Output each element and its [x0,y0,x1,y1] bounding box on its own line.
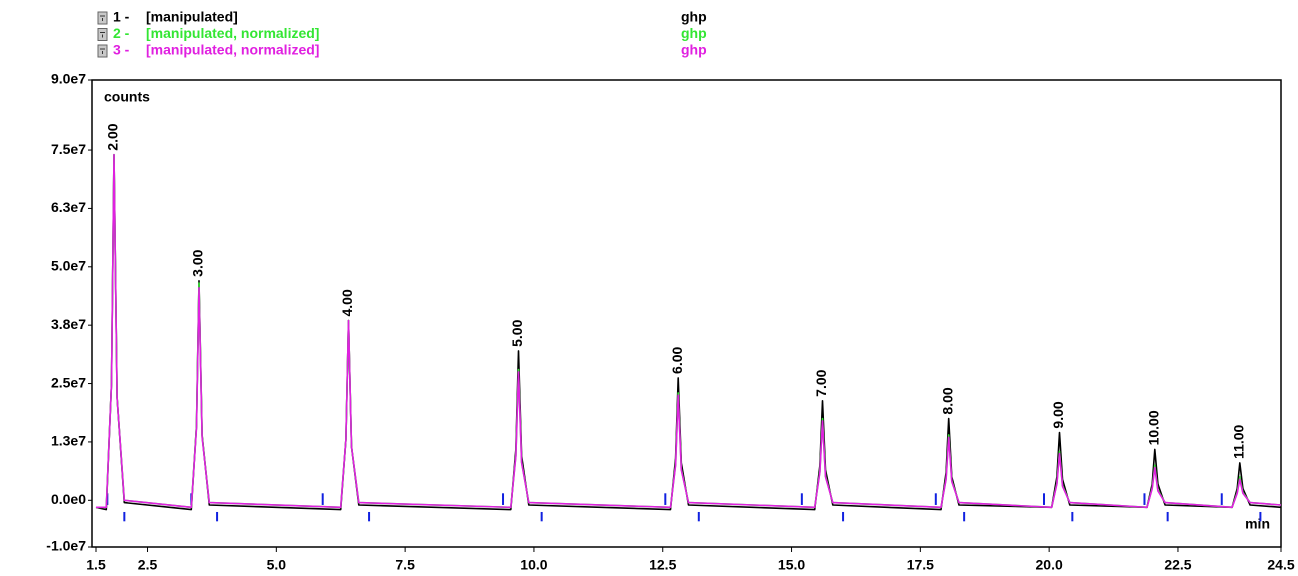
legend-name: [manipulated, normalized] [146,42,319,58]
x-tick-label: 5.0 [267,557,287,573]
y-tick-label: 1.3e7 [51,433,86,449]
peak-label: 4.00 [339,289,355,316]
x-tick-label: 10.0 [520,557,547,573]
y-tick-label: 6.3e7 [51,199,86,215]
y-axis-label: counts [104,89,150,105]
peak-label: 9.00 [1050,401,1066,428]
x-tick-label: 17.5 [907,557,934,573]
peak-label: 10.00 [1145,410,1161,445]
peak-label: 8.00 [939,387,955,414]
legend-number: 3 - [113,42,130,58]
trace-line [96,153,1282,509]
legend-number: 2 - [113,25,130,41]
peak-label: 6.00 [669,346,685,373]
x-tick-label: 12.5 [649,557,676,573]
y-tick-label: -1.0e7 [46,538,86,554]
y-tick-label: 7.5e7 [51,141,86,157]
x-tick-label: 2.5 [138,557,158,573]
x-tick-label: 15.0 [778,557,805,573]
x-tick-label: 22.5 [1164,557,1191,573]
legend-source: ghp [681,9,707,25]
x-tick-label: 20.0 [1036,557,1063,573]
legend-source: ghp [681,25,707,41]
peak-label: 11.00 [1230,424,1246,458]
peak-label: 5.00 [509,319,525,346]
y-tick-label: 5.0e7 [51,258,86,274]
y-tick-label: 3.8e7 [51,316,86,332]
peak-label: 2.00 [105,123,121,150]
legend-number: 1 - [113,9,130,25]
y-tick-label: 9.0e7 [51,71,86,87]
legend-name: [manipulated, normalized] [146,25,319,41]
peak-label: 7.00 [813,369,829,396]
y-tick-label: 0.0e0 [51,491,86,507]
legend-source: ghp [681,42,707,58]
peak-label: 3.00 [190,249,206,276]
x-axis-label: min [1245,516,1270,532]
legend-name: [manipulated] [146,9,238,25]
x-tick-label: 7.5 [395,557,415,573]
x-tick-label: 1.5 [86,557,106,573]
plot-frame [91,79,1282,548]
legend: 1 - [manipulated] ghp 2 - [manipulated, norm… [97,9,707,58]
x-tick-label: 24.5 [1267,557,1294,573]
y-tick-label: 2.5e7 [51,374,86,390]
